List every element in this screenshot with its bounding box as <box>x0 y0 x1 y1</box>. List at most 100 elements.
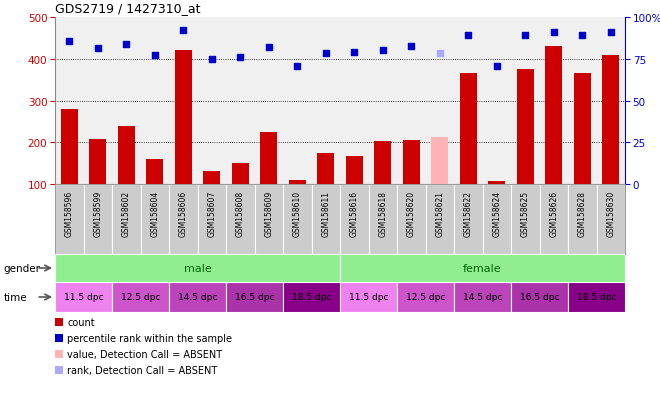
Bar <box>89 140 106 185</box>
Bar <box>197 185 226 254</box>
Bar <box>346 157 363 185</box>
Bar <box>317 153 335 185</box>
Bar <box>454 185 482 254</box>
Bar <box>312 185 340 254</box>
Point <box>463 32 473 39</box>
Bar <box>84 185 112 254</box>
Bar <box>147 159 163 185</box>
Bar <box>255 185 283 254</box>
Bar <box>454 282 511 312</box>
Text: GSM158609: GSM158609 <box>264 190 273 236</box>
Point <box>349 50 360 57</box>
Point <box>92 46 103 52</box>
Text: male: male <box>183 263 211 273</box>
Point <box>263 45 274 52</box>
Text: 16.5 dpc: 16.5 dpc <box>235 293 275 302</box>
Bar <box>488 182 506 185</box>
Bar <box>117 127 135 185</box>
Point <box>321 51 331 57</box>
Text: GSM158599: GSM158599 <box>93 190 102 236</box>
Text: time: time <box>3 292 27 302</box>
Text: 11.5 dpc: 11.5 dpc <box>64 293 103 302</box>
Bar <box>169 185 197 254</box>
Bar <box>55 282 112 312</box>
Bar <box>539 185 568 254</box>
Point <box>548 30 559 37</box>
Text: count: count <box>67 317 94 327</box>
Bar <box>397 282 454 312</box>
Text: 16.5 dpc: 16.5 dpc <box>520 293 559 302</box>
Bar <box>112 185 141 254</box>
Bar <box>226 185 255 254</box>
Bar <box>340 282 397 312</box>
Text: GSM158611: GSM158611 <box>321 190 330 236</box>
Text: GSM158630: GSM158630 <box>607 190 615 236</box>
Point <box>577 32 587 39</box>
Bar <box>511 185 539 254</box>
Text: 12.5 dpc: 12.5 dpc <box>406 293 446 302</box>
Text: GSM158610: GSM158610 <box>293 190 302 236</box>
Bar <box>232 164 249 185</box>
Text: GSM158625: GSM158625 <box>521 190 530 236</box>
Point <box>207 57 217 63</box>
Bar <box>568 282 625 312</box>
Point <box>121 42 131 48</box>
Bar <box>61 109 78 185</box>
Point <box>292 63 302 70</box>
Text: gender: gender <box>3 263 40 273</box>
Bar <box>368 185 397 254</box>
Bar <box>482 185 511 254</box>
Text: GSM158626: GSM158626 <box>549 190 558 236</box>
Point <box>149 52 160 59</box>
Text: GSM158602: GSM158602 <box>121 190 131 236</box>
Bar <box>340 254 625 282</box>
Bar <box>545 47 562 185</box>
Point <box>178 28 189 35</box>
Bar <box>283 185 312 254</box>
Point <box>434 51 445 57</box>
Bar <box>426 185 454 254</box>
Text: GSM158624: GSM158624 <box>492 190 501 236</box>
Bar <box>175 51 192 185</box>
Point <box>605 29 616 36</box>
Bar <box>574 74 591 185</box>
Bar <box>511 282 568 312</box>
Text: GSM158604: GSM158604 <box>150 190 159 236</box>
Point <box>378 48 388 55</box>
Text: GSM158608: GSM158608 <box>236 190 245 236</box>
Text: 18.5 dpc: 18.5 dpc <box>292 293 331 302</box>
Point <box>406 44 416 50</box>
Text: GSM158622: GSM158622 <box>464 190 473 236</box>
Point <box>492 63 502 70</box>
Bar <box>517 70 534 185</box>
Text: GSM158618: GSM158618 <box>378 190 387 236</box>
Text: GSM158607: GSM158607 <box>207 190 216 236</box>
Bar <box>403 140 420 185</box>
Text: 14.5 dpc: 14.5 dpc <box>463 293 502 302</box>
Point <box>235 55 246 62</box>
Bar <box>374 142 391 185</box>
Bar <box>602 55 619 185</box>
Bar <box>203 171 220 185</box>
Bar <box>141 185 169 254</box>
Text: GSM158616: GSM158616 <box>350 190 359 236</box>
Text: value, Detection Call = ABSENT: value, Detection Call = ABSENT <box>67 349 222 359</box>
Text: GSM158596: GSM158596 <box>65 190 74 236</box>
Bar <box>283 282 340 312</box>
Text: GSM158620: GSM158620 <box>407 190 416 236</box>
Bar <box>340 185 368 254</box>
Text: GDS2719 / 1427310_at: GDS2719 / 1427310_at <box>55 2 201 15</box>
Bar <box>169 282 226 312</box>
Bar <box>112 282 169 312</box>
Text: rank, Detection Call = ABSENT: rank, Detection Call = ABSENT <box>67 365 217 375</box>
Text: GSM158621: GSM158621 <box>435 190 444 236</box>
Text: GSM158606: GSM158606 <box>179 190 187 236</box>
Bar <box>260 133 277 185</box>
Text: female: female <box>463 263 502 273</box>
Bar <box>597 185 625 254</box>
Point <box>64 38 75 45</box>
Text: 11.5 dpc: 11.5 dpc <box>348 293 388 302</box>
Bar <box>460 74 477 185</box>
Text: 18.5 dpc: 18.5 dpc <box>577 293 616 302</box>
Bar <box>55 254 340 282</box>
